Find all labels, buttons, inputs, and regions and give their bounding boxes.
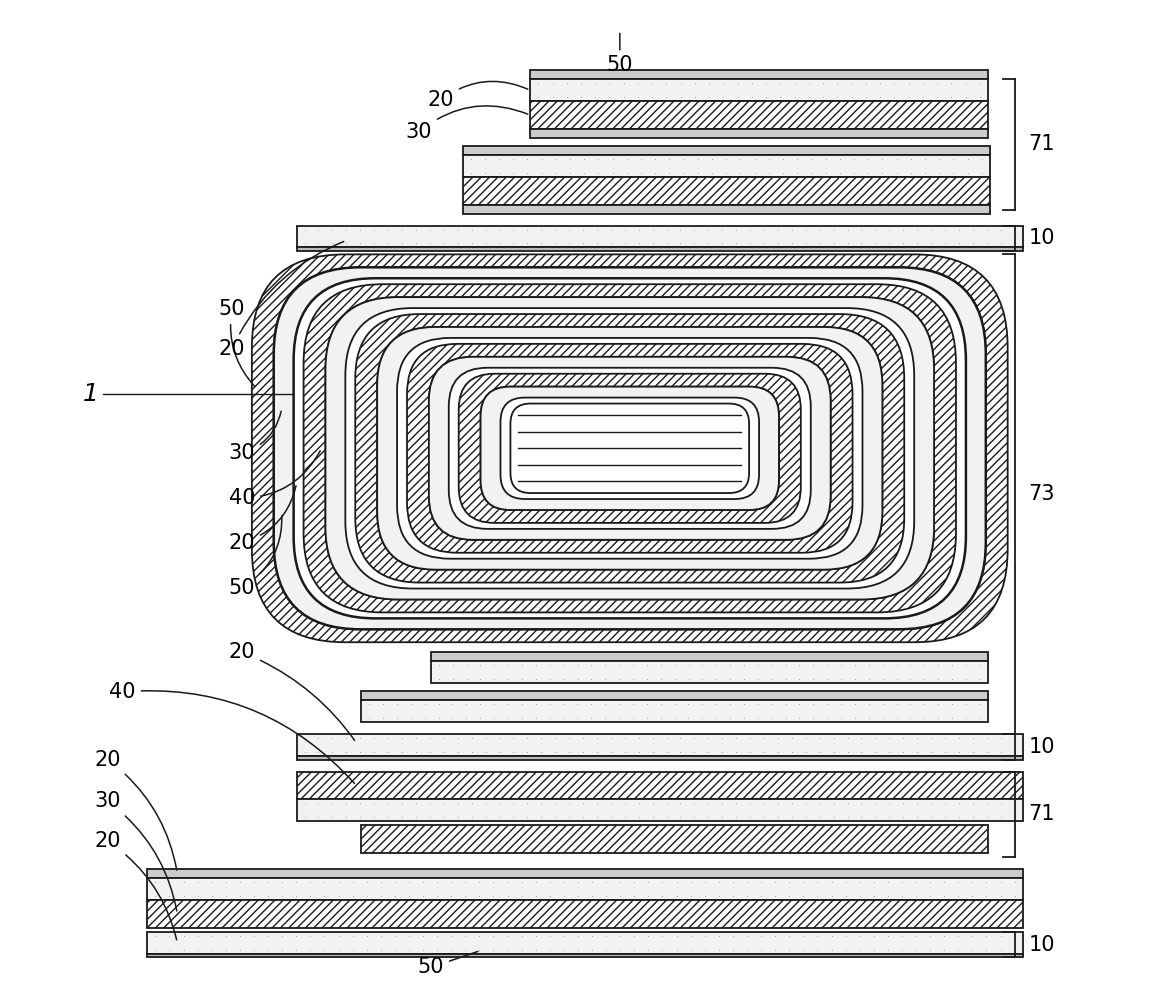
FancyBboxPatch shape bbox=[429, 357, 830, 540]
Bar bbox=[361, 690, 988, 700]
Bar bbox=[147, 954, 1023, 958]
Bar bbox=[147, 869, 1023, 878]
Text: 10: 10 bbox=[1029, 737, 1055, 757]
FancyBboxPatch shape bbox=[274, 267, 985, 629]
FancyBboxPatch shape bbox=[481, 387, 779, 510]
Bar bbox=[296, 799, 1023, 822]
Text: 10: 10 bbox=[1029, 229, 1055, 248]
FancyBboxPatch shape bbox=[397, 338, 862, 558]
Text: 50: 50 bbox=[228, 516, 282, 598]
Bar bbox=[462, 155, 990, 176]
Bar bbox=[296, 247, 1023, 251]
FancyBboxPatch shape bbox=[501, 397, 759, 499]
Bar bbox=[296, 771, 1023, 799]
FancyBboxPatch shape bbox=[481, 387, 779, 510]
Text: 10: 10 bbox=[1029, 934, 1055, 955]
FancyBboxPatch shape bbox=[346, 308, 914, 589]
Bar bbox=[147, 900, 1023, 927]
Text: 1: 1 bbox=[82, 382, 99, 405]
Text: 20: 20 bbox=[428, 82, 528, 110]
Bar bbox=[430, 652, 988, 661]
FancyBboxPatch shape bbox=[377, 327, 882, 570]
Bar bbox=[462, 146, 990, 155]
FancyBboxPatch shape bbox=[274, 267, 985, 629]
Bar bbox=[361, 826, 988, 853]
Text: 30: 30 bbox=[406, 106, 528, 142]
Text: 20: 20 bbox=[219, 242, 343, 359]
FancyBboxPatch shape bbox=[449, 368, 810, 529]
Text: 20: 20 bbox=[228, 486, 296, 552]
FancyBboxPatch shape bbox=[459, 374, 801, 523]
Bar bbox=[430, 661, 988, 683]
Text: 30: 30 bbox=[94, 791, 176, 911]
Bar bbox=[361, 700, 988, 722]
Bar bbox=[530, 129, 988, 138]
Bar bbox=[462, 205, 990, 214]
FancyBboxPatch shape bbox=[355, 314, 904, 583]
Text: 30: 30 bbox=[228, 411, 281, 464]
FancyBboxPatch shape bbox=[407, 344, 853, 552]
Text: 73: 73 bbox=[1029, 484, 1055, 504]
FancyBboxPatch shape bbox=[377, 327, 882, 570]
Bar bbox=[147, 931, 1023, 954]
Bar bbox=[296, 226, 1023, 247]
Bar bbox=[296, 734, 1023, 756]
Bar bbox=[530, 101, 988, 129]
Text: 71: 71 bbox=[1029, 804, 1055, 825]
FancyBboxPatch shape bbox=[294, 278, 965, 618]
Bar bbox=[530, 71, 988, 80]
Text: 40: 40 bbox=[228, 451, 320, 508]
FancyBboxPatch shape bbox=[326, 297, 934, 600]
Text: 50: 50 bbox=[219, 299, 255, 387]
Text: 40: 40 bbox=[109, 682, 354, 783]
Text: 50: 50 bbox=[607, 33, 633, 76]
Bar bbox=[530, 80, 988, 101]
Text: 50: 50 bbox=[417, 952, 477, 978]
FancyBboxPatch shape bbox=[326, 297, 934, 600]
Text: 20: 20 bbox=[94, 832, 176, 939]
Text: 71: 71 bbox=[1029, 134, 1055, 154]
FancyBboxPatch shape bbox=[303, 284, 956, 613]
Text: 20: 20 bbox=[94, 750, 176, 870]
Bar bbox=[296, 756, 1023, 760]
Bar bbox=[462, 176, 990, 205]
FancyBboxPatch shape bbox=[510, 403, 749, 493]
FancyBboxPatch shape bbox=[252, 254, 1008, 642]
FancyBboxPatch shape bbox=[429, 357, 830, 540]
Text: 20: 20 bbox=[228, 642, 355, 741]
Bar bbox=[147, 878, 1023, 900]
